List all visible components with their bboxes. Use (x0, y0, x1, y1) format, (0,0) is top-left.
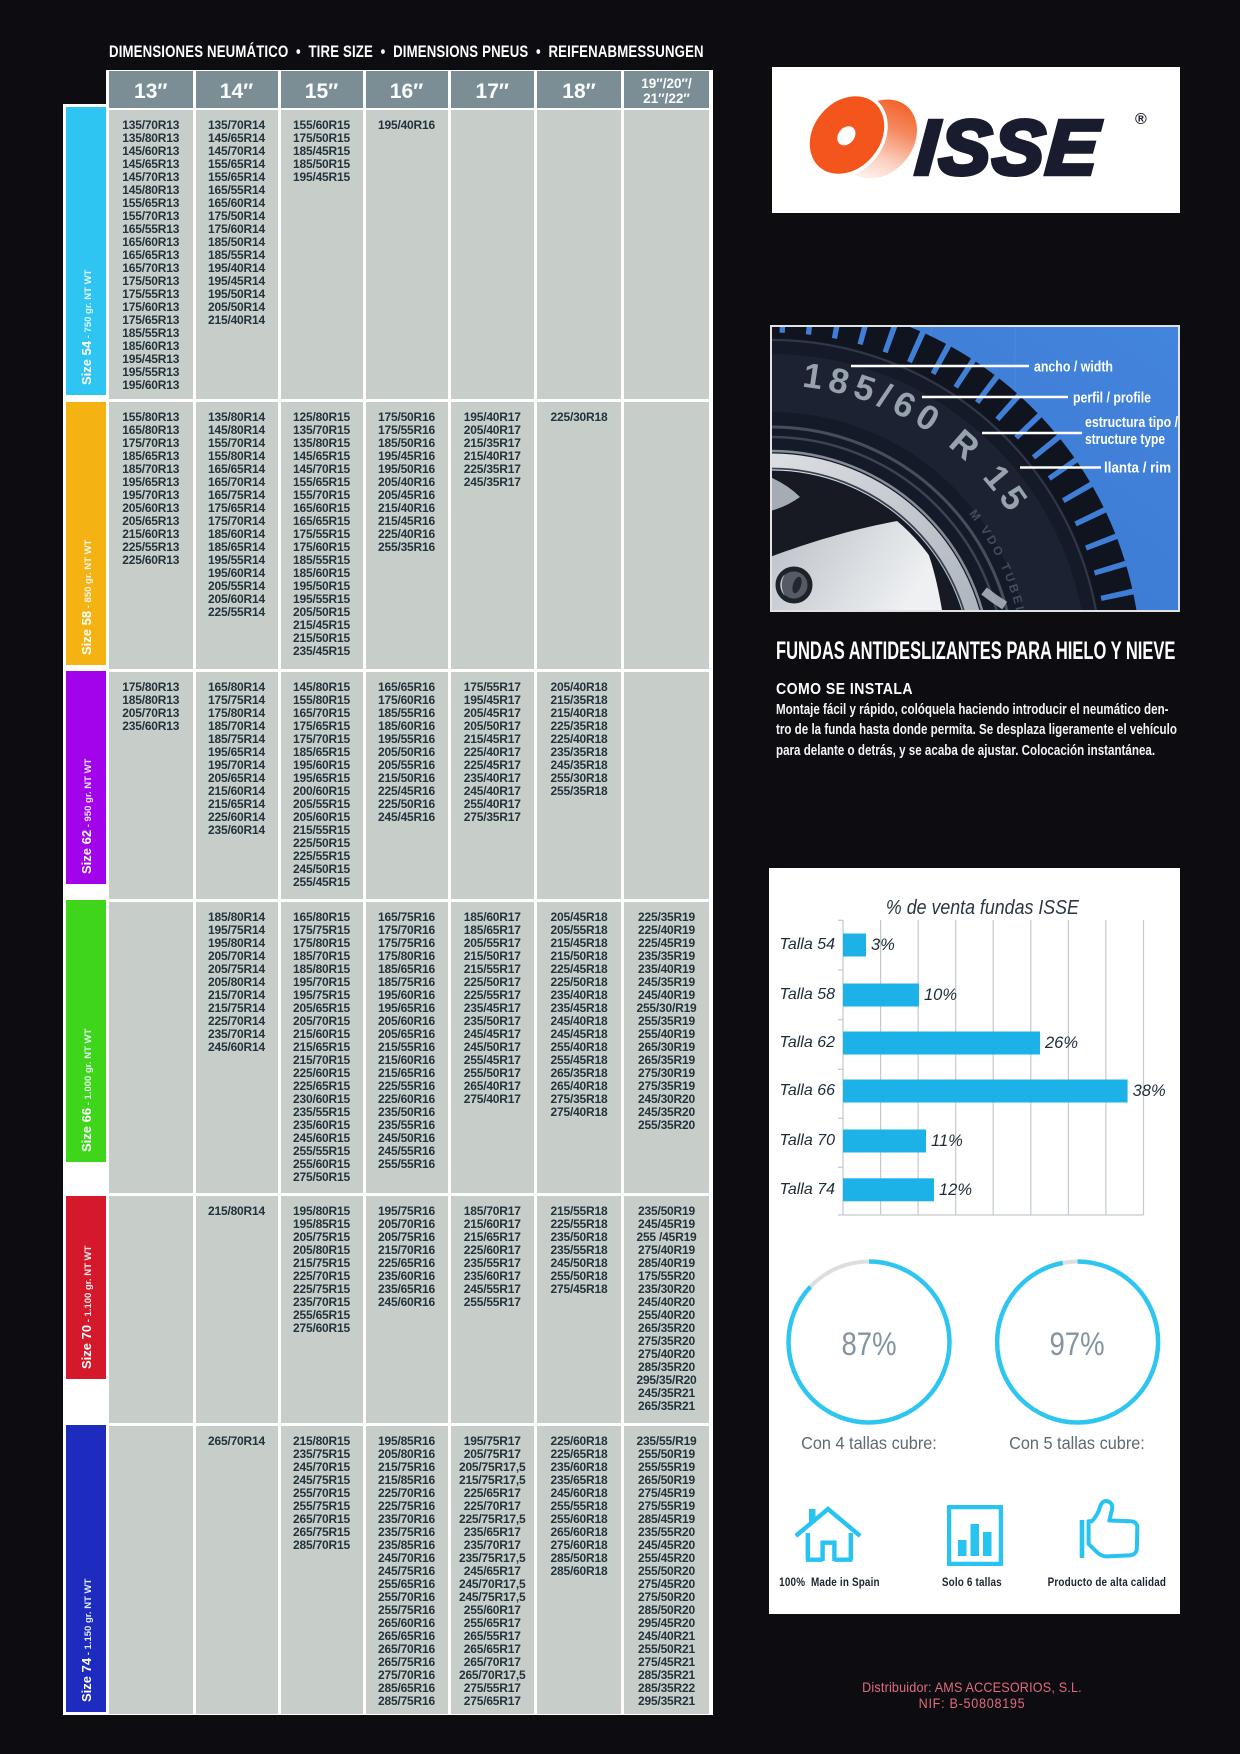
svg-text:perfil / profile: perfil / profile (1073, 390, 1151, 407)
svg-text:structure type: structure type (1085, 431, 1165, 448)
svg-text:®: ® (1135, 111, 1147, 128)
svg-text:estructura tipo /: estructura tipo / (1085, 414, 1178, 431)
svg-text:llanta / rim: llanta / rim (1104, 460, 1171, 477)
svg-text:ISSE: ISSE (913, 105, 1103, 191)
svg-text:ancho / width: ancho / width (1034, 359, 1113, 376)
